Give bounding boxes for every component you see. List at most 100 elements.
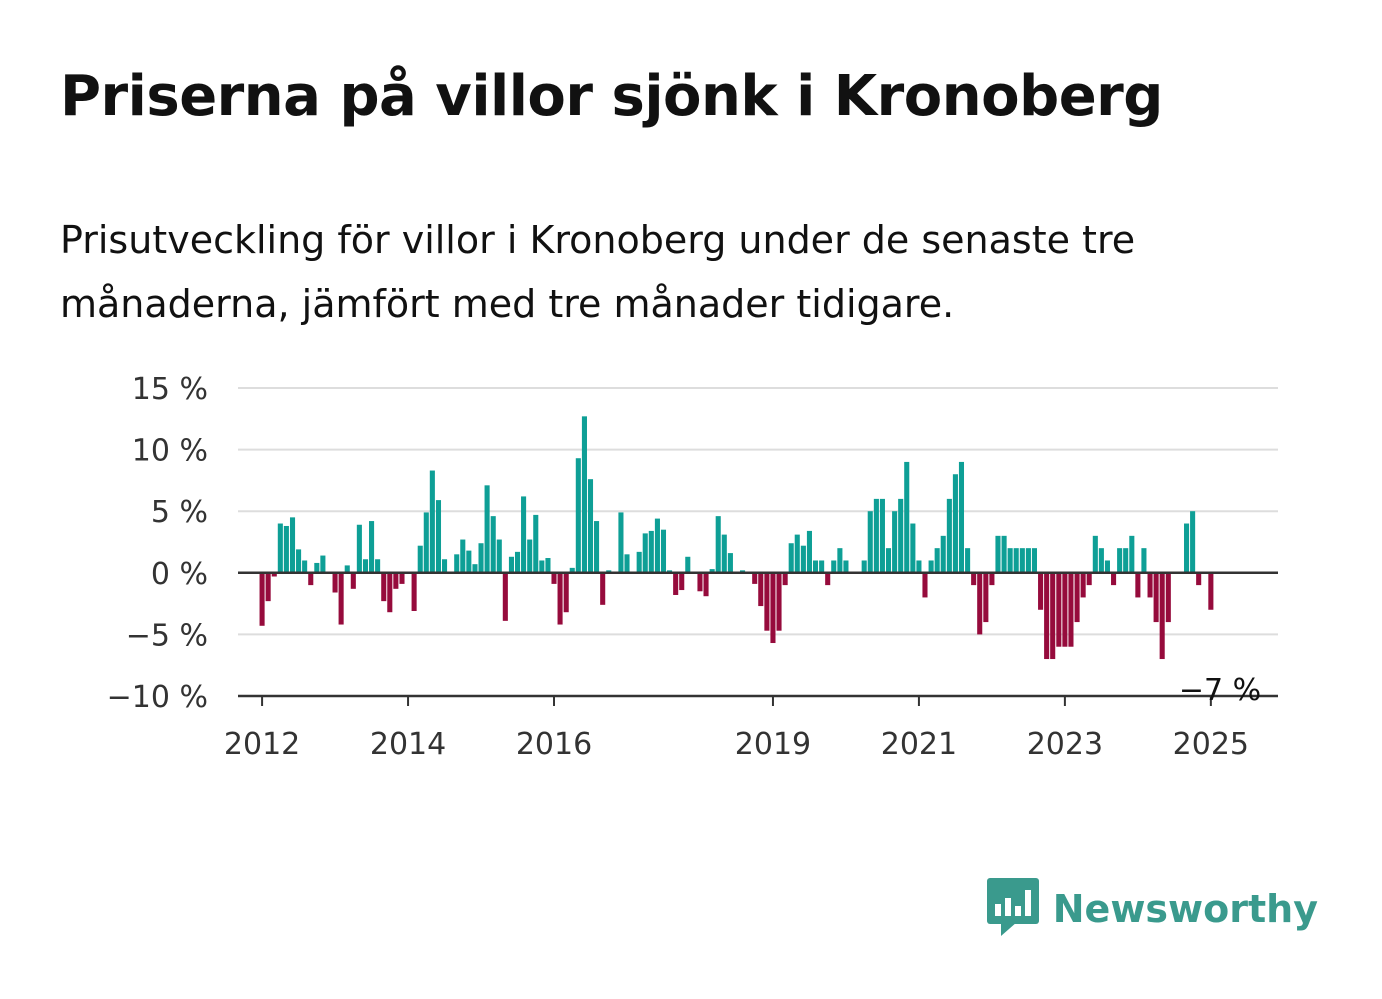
bar xyxy=(1050,572,1056,660)
bar xyxy=(296,549,302,573)
x-tick-label: 2012 xyxy=(224,727,300,762)
bar xyxy=(861,560,867,573)
bar xyxy=(1098,548,1104,573)
bar xyxy=(1104,560,1110,573)
bar xyxy=(1190,511,1196,573)
bar xyxy=(460,539,466,573)
bar xyxy=(1184,523,1190,573)
bar xyxy=(259,572,265,626)
bar xyxy=(806,530,812,573)
bar xyxy=(387,572,393,613)
bar xyxy=(362,559,369,573)
bar xyxy=(898,498,904,573)
bar xyxy=(1117,548,1123,573)
axes xyxy=(238,571,1278,706)
bar xyxy=(289,517,296,573)
bar xyxy=(350,572,356,589)
bar xyxy=(892,511,898,573)
x-tick-label: 2023 xyxy=(1027,727,1103,762)
bar xyxy=(484,485,490,573)
bar xyxy=(879,498,885,573)
bar xyxy=(800,545,806,573)
bar xyxy=(332,572,338,593)
bar xyxy=(1153,572,1159,623)
bar xyxy=(600,572,606,605)
bar xyxy=(715,516,721,573)
bar xyxy=(788,543,794,573)
bar xyxy=(782,572,788,586)
bar xyxy=(527,539,533,573)
bar xyxy=(399,572,405,584)
bar xyxy=(1044,572,1050,660)
bar xyxy=(916,560,922,573)
bar xyxy=(563,572,569,613)
bar xyxy=(454,554,460,573)
bar xyxy=(837,548,843,573)
bar xyxy=(819,560,825,573)
bar xyxy=(983,572,989,623)
bar xyxy=(971,572,977,586)
bar xyxy=(752,572,758,584)
bar xyxy=(356,524,362,573)
x-axis-tick-labels: 2012 2014 2016 2019 2021 2023 2025 xyxy=(224,727,1249,762)
bar xyxy=(375,559,381,573)
bar xyxy=(946,498,952,573)
x-tick-label: 2016 xyxy=(516,727,592,762)
bar xyxy=(995,535,1001,573)
x-tick-label: 2014 xyxy=(370,727,446,762)
last-value-label: −7 % xyxy=(1179,673,1261,708)
bar xyxy=(1165,572,1171,623)
bar xyxy=(1025,548,1031,573)
bar xyxy=(642,533,648,573)
bar xyxy=(1074,572,1080,623)
bar xyxy=(587,479,594,573)
bar xyxy=(831,560,837,573)
bar xyxy=(308,572,314,586)
bar xyxy=(697,572,703,592)
bar xyxy=(758,572,764,607)
y-tick-label: −5 % xyxy=(126,618,208,653)
bar xyxy=(624,554,630,573)
bar xyxy=(1001,535,1007,573)
bar xyxy=(423,512,429,573)
bar xyxy=(873,498,879,573)
bar xyxy=(679,572,685,591)
bar xyxy=(654,518,660,573)
bar xyxy=(271,572,277,577)
bars xyxy=(259,416,1214,660)
bar xyxy=(1086,572,1092,586)
bar xyxy=(575,458,581,573)
bar xyxy=(545,558,551,573)
bar xyxy=(1013,548,1019,573)
bar xyxy=(1135,572,1141,598)
bar xyxy=(922,572,928,598)
bar xyxy=(989,572,995,586)
bar xyxy=(636,551,642,573)
bar xyxy=(393,572,399,589)
bar xyxy=(934,548,940,573)
bar xyxy=(514,551,521,573)
bar xyxy=(648,530,654,573)
bar xyxy=(539,560,545,573)
bar xyxy=(721,534,727,573)
y-axis-tick-labels: 15 % 10 % 5 % 0 % −5 % −10 % xyxy=(107,372,208,715)
bar xyxy=(411,572,417,611)
chart-subtitle: Prisutveckling för villor i Kronoberg un… xyxy=(60,218,1136,326)
bar xyxy=(618,512,624,573)
bar xyxy=(551,572,557,584)
bar xyxy=(1062,572,1068,647)
bar xyxy=(952,474,958,573)
bar xyxy=(502,572,508,621)
bar xyxy=(1092,535,1098,573)
bar xyxy=(958,461,965,573)
brand-name: Newsworthy xyxy=(1052,887,1318,931)
x-tick-label: 2025 xyxy=(1173,727,1249,762)
bar xyxy=(496,539,502,573)
bar xyxy=(1159,572,1165,660)
bar xyxy=(1019,548,1025,573)
bar xyxy=(776,572,782,631)
bar xyxy=(344,565,350,573)
bar xyxy=(265,572,271,602)
bar xyxy=(1038,572,1044,610)
bar xyxy=(977,572,983,635)
